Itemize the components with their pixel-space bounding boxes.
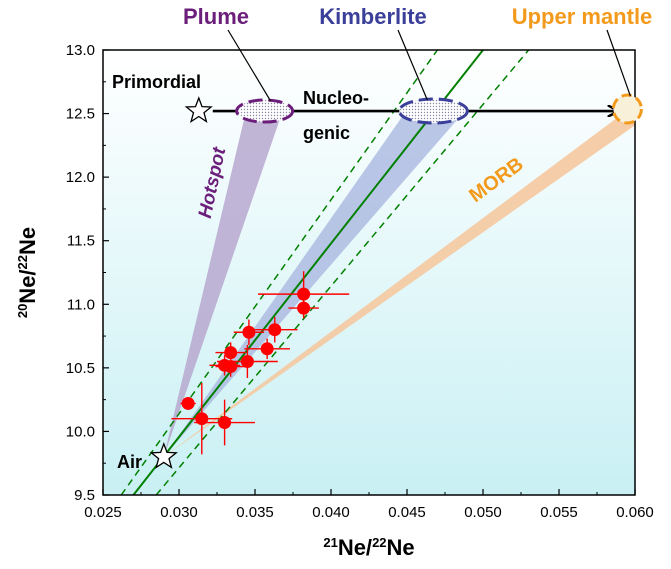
plume-ellipse [235, 98, 295, 124]
y-tick-label: 11.0 [67, 296, 95, 313]
data-marker [297, 301, 311, 315]
regression-line [132, 50, 484, 495]
x-tick-label: 0.050 [464, 504, 502, 521]
x-tick-label: 0.025 [84, 504, 122, 521]
y-tick-label: 12.5 [66, 106, 95, 123]
data-point [251, 317, 298, 343]
plume-callout-line [227, 29, 272, 102]
data-marker [181, 396, 195, 410]
kimberlite-fan [163, 115, 462, 457]
x-tick-label: 0.040 [312, 504, 350, 521]
nucleogenic-label-line2: genic [303, 123, 350, 143]
upper-mantle-callout-line [606, 29, 631, 97]
upper-mantle-label: Upper mantle [512, 4, 653, 29]
data-marker [195, 412, 209, 426]
plume-label: Plume [183, 4, 249, 29]
x-tick-label: 0.030 [160, 504, 198, 521]
data-point [288, 297, 319, 319]
plume-hotspot-fan [163, 117, 281, 457]
primordial-label: Primordial [112, 72, 201, 92]
data-point [233, 319, 265, 345]
annotations: Plume Kimberlite Upper mantle Primordial Air… [112, 4, 652, 472]
y-tick-label: 12.0 [66, 169, 95, 186]
air-label: Air [117, 452, 142, 472]
kimberlite-ellipse [397, 97, 469, 125]
x-tick-label: 0.045 [388, 504, 426, 521]
data-marker [268, 323, 282, 337]
data-marks [171, 271, 350, 455]
y-axis-title: 20Ne/22Ne [15, 227, 40, 318]
data-point [180, 396, 196, 410]
plot-area-background [103, 50, 635, 495]
kimberlite-label: Kimberlite [319, 4, 427, 29]
data-marker [224, 346, 238, 360]
confidence-envelope-lower [155, 50, 530, 495]
x-tick-label: 0.055 [540, 504, 578, 521]
primordial-star-icon [184, 96, 213, 123]
y-tick-label: 10.0 [66, 423, 95, 440]
y-tick-label: 10.5 [66, 360, 95, 377]
y-tick-label: 13.0 [66, 42, 95, 59]
upper-mantle-ellipse [611, 93, 643, 125]
axes: 0.025 0.030 0.035 0.040 0.045 0.050 0.055 0.060… [15, 42, 654, 560]
data-marker [260, 342, 274, 356]
x-tick-label: 0.035 [236, 504, 274, 521]
data-marker [242, 325, 256, 339]
x-tick-label: 0.060 [616, 504, 654, 521]
morb-band [163, 107, 635, 457]
confidence-envelope-upper [120, 50, 439, 495]
data-marker [297, 287, 311, 301]
data-point [217, 344, 278, 379]
data-marker [240, 355, 254, 368]
air-star-icon [149, 442, 178, 469]
nucleogenic-label-line1: Nucleo- [303, 88, 369, 108]
y-tick-label: 9.5 [74, 487, 95, 504]
data-marker [218, 416, 232, 430]
x-axis-title: 21Ne/22Ne [323, 535, 414, 560]
kimberlite-callout-line [397, 29, 428, 101]
data-point [215, 342, 246, 363]
data-point [194, 399, 255, 446]
data-point [215, 356, 246, 377]
data-marker [224, 360, 238, 374]
y-tick-label: 11.5 [67, 233, 95, 250]
data-point [244, 338, 290, 359]
plot-layers [120, 50, 635, 495]
